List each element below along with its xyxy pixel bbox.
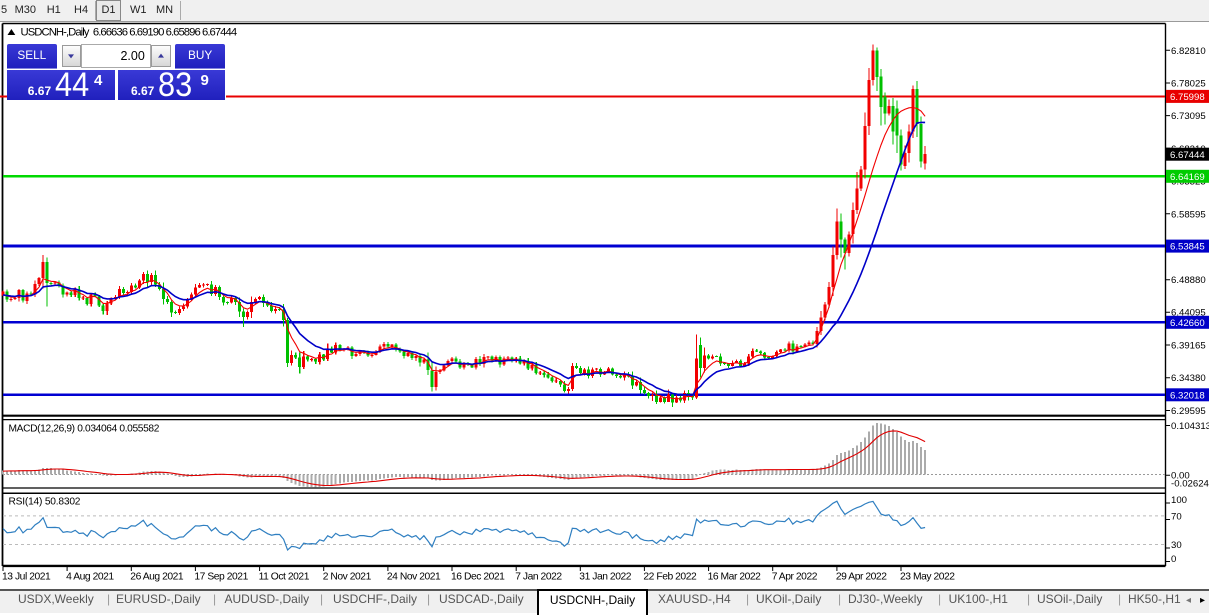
svg-text:6.64169: 6.64169 [1170, 172, 1205, 183]
svg-text:100: 100 [1171, 495, 1187, 506]
svg-text:-0.026245: -0.026245 [1171, 478, 1209, 489]
svg-text:23 May 2022: 23 May 2022 [900, 572, 955, 583]
svg-text:6.29595: 6.29595 [1171, 406, 1206, 417]
svg-text:11 Oct 2021: 11 Oct 2021 [259, 572, 310, 583]
svg-text:6.82810: 6.82810 [1171, 46, 1206, 57]
svg-text:7 Jan 2022: 7 Jan 2022 [515, 572, 562, 583]
svg-text:6.44095: 6.44095 [1171, 308, 1206, 319]
svg-text:29 Apr 2022: 29 Apr 2022 [836, 572, 887, 583]
svg-text:6.39165: 6.39165 [1171, 341, 1206, 352]
svg-text:6.34380: 6.34380 [1171, 373, 1206, 384]
svg-text:MACD(12,26,9) 0.034064 0.05558: MACD(12,26,9) 0.034064 0.055582 [9, 424, 160, 435]
svg-text:6.32018: 6.32018 [1170, 390, 1205, 401]
svg-text:6.53845: 6.53845 [1170, 242, 1205, 253]
svg-text:2 Nov 2021: 2 Nov 2021 [323, 572, 372, 583]
svg-text:31 Jan 2022: 31 Jan 2022 [579, 572, 631, 583]
svg-text:6.78025: 6.78025 [1171, 79, 1206, 90]
svg-text:0: 0 [1171, 554, 1176, 565]
svg-text:17 Sep 2021: 17 Sep 2021 [194, 572, 248, 583]
svg-text:22 Feb 2022: 22 Feb 2022 [643, 572, 697, 583]
svg-text:6.73095: 6.73095 [1171, 111, 1206, 122]
svg-text:26 Aug 2021: 26 Aug 2021 [130, 572, 184, 583]
svg-text:16 Mar 2022: 16 Mar 2022 [708, 572, 762, 583]
svg-text:USDCNH-,Daily 6.66636 6.69190: USDCNH-,Daily 6.66636 6.69190 6.65896 6.… [21, 27, 237, 39]
svg-text:RSI(14) 50.8302: RSI(14) 50.8302 [9, 497, 81, 508]
svg-text:16 Dec 2021: 16 Dec 2021 [451, 572, 505, 583]
svg-text:70: 70 [1171, 512, 1182, 523]
svg-text:0.104313: 0.104313 [1171, 421, 1209, 432]
svg-text:6.42660: 6.42660 [1170, 318, 1205, 329]
svg-text:6.75998: 6.75998 [1170, 92, 1205, 103]
svg-text:6.67444: 6.67444 [1170, 150, 1205, 161]
svg-text:24 Nov 2021: 24 Nov 2021 [387, 572, 441, 583]
svg-text:13 Jul 2021: 13 Jul 2021 [2, 572, 51, 583]
svg-text:0.00: 0.00 [1171, 471, 1190, 482]
svg-text:6.58595: 6.58595 [1171, 209, 1206, 220]
svg-text:4 Aug 2021: 4 Aug 2021 [66, 572, 114, 583]
svg-text:30: 30 [1171, 540, 1182, 551]
svg-text:6.48880: 6.48880 [1171, 275, 1206, 286]
svg-text:7 Apr 2022: 7 Apr 2022 [772, 572, 818, 583]
